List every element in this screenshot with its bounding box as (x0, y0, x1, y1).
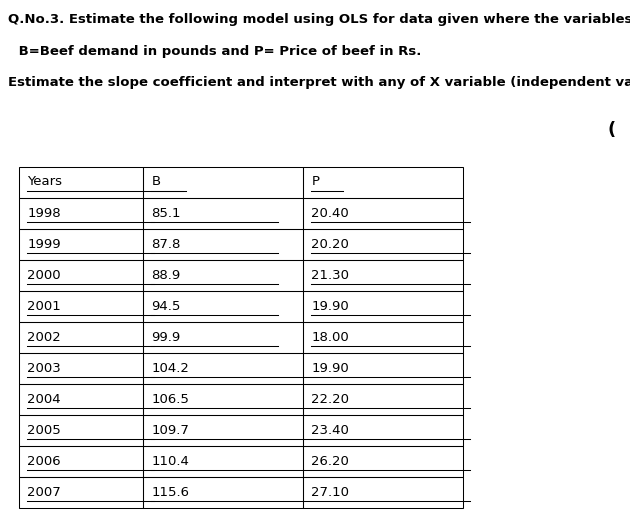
Text: 1999: 1999 (27, 238, 60, 251)
Text: 18.00: 18.00 (311, 331, 349, 344)
Text: 19.90: 19.90 (311, 300, 349, 313)
Text: 104.2: 104.2 (151, 362, 190, 375)
Text: 21.30: 21.30 (311, 269, 350, 282)
Text: 2004: 2004 (27, 393, 60, 406)
Bar (143, 353, 303, 384)
Bar (143, 446, 303, 477)
Bar (19, 260, 143, 291)
Text: 2006: 2006 (27, 455, 60, 468)
Bar (143, 322, 303, 353)
Bar (19, 229, 143, 260)
Bar (143, 167, 303, 198)
Text: 26.20: 26.20 (311, 455, 349, 468)
Text: 2003: 2003 (27, 362, 61, 375)
Text: 2005: 2005 (27, 424, 61, 437)
Text: 99.9: 99.9 (151, 331, 181, 344)
Bar (143, 198, 303, 229)
Text: 2000: 2000 (27, 269, 60, 282)
Text: 88.9: 88.9 (151, 269, 181, 282)
Bar (303, 415, 463, 446)
Bar (303, 477, 463, 508)
Text: 87.8: 87.8 (151, 238, 181, 251)
Bar (303, 384, 463, 415)
Bar (19, 446, 143, 477)
Text: 2007: 2007 (27, 486, 61, 499)
Text: 85.1: 85.1 (151, 207, 181, 220)
Bar (303, 260, 463, 291)
Bar (143, 415, 303, 446)
Text: Estimate the slope coefficient and interpret with any of X variable (independent: Estimate the slope coefficient and inter… (8, 76, 630, 89)
Bar (19, 415, 143, 446)
Bar (303, 446, 463, 477)
Text: 20.40: 20.40 (311, 207, 349, 220)
Text: P: P (311, 175, 319, 189)
Bar (19, 384, 143, 415)
Bar (19, 291, 143, 322)
Bar (19, 167, 143, 198)
Bar (303, 229, 463, 260)
Text: Years: Years (27, 175, 62, 189)
Bar (303, 353, 463, 384)
Text: B=Beef demand in pounds and P= Price of beef in Rs.: B=Beef demand in pounds and P= Price of … (14, 45, 421, 58)
Bar (19, 322, 143, 353)
Bar (303, 167, 463, 198)
Text: 19.90: 19.90 (311, 362, 349, 375)
Text: 2002: 2002 (27, 331, 61, 344)
Bar (303, 291, 463, 322)
Bar (19, 353, 143, 384)
Text: (: ( (608, 121, 616, 139)
Bar (303, 198, 463, 229)
Text: 109.7: 109.7 (151, 424, 190, 437)
Bar (19, 198, 143, 229)
Text: 2001: 2001 (27, 300, 61, 313)
Text: 27.10: 27.10 (311, 486, 350, 499)
Text: 20.20: 20.20 (311, 238, 349, 251)
Text: 94.5: 94.5 (151, 300, 181, 313)
Bar (143, 291, 303, 322)
Bar (143, 260, 303, 291)
Bar (143, 229, 303, 260)
Text: 106.5: 106.5 (151, 393, 190, 406)
Text: 110.4: 110.4 (151, 455, 190, 468)
Bar (143, 477, 303, 508)
Text: 1998: 1998 (27, 207, 60, 220)
Bar (19, 477, 143, 508)
Text: 22.20: 22.20 (311, 393, 350, 406)
Bar (143, 384, 303, 415)
Text: B: B (151, 175, 161, 189)
Text: Q.No.3. Estimate the following model using OLS for data given where the variable: Q.No.3. Estimate the following model usi… (8, 13, 630, 26)
Text: 23.40: 23.40 (311, 424, 349, 437)
Text: 115.6: 115.6 (151, 486, 190, 499)
Bar (303, 322, 463, 353)
